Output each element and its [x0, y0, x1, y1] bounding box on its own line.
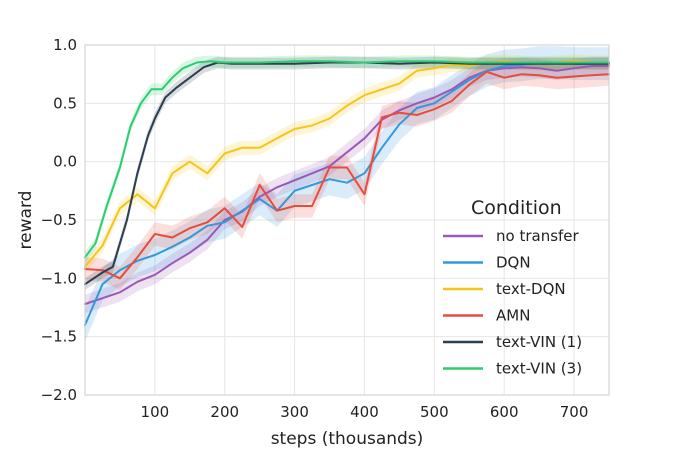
confidence-bands: [85, 46, 609, 342]
series-line: [84, 65, 610, 305]
x-tick-label: 600: [490, 403, 519, 421]
legend: Condition no transfer DQN text-DQN AMN text-…: [443, 197, 582, 378]
x-tick-label: 500: [420, 403, 449, 421]
legend-label: DQN: [496, 254, 531, 272]
y-axis-label: reward: [16, 191, 36, 250]
legend-label: text-VIN (1): [496, 333, 582, 351]
x-tick-label: 100: [141, 403, 170, 421]
legend-label: text-VIN (3): [496, 360, 582, 378]
legend-label: text-DQN: [496, 280, 566, 298]
series-line: [84, 70, 610, 280]
y-tick-label: 0.5: [53, 94, 77, 112]
y-tick-label: 0.0: [53, 153, 77, 171]
y-tick-label: −1.0: [41, 269, 77, 287]
x-tick-label: 300: [280, 403, 309, 421]
y-tick-label: −1.5: [41, 328, 77, 346]
plot-frame: [84, 44, 610, 396]
series-lines: [84, 60, 610, 326]
legend-label: no transfer: [496, 227, 580, 245]
x-tick-label: 700: [560, 403, 589, 421]
x-axis-label: steps (thousands): [271, 429, 424, 449]
legend-title: Condition: [471, 197, 562, 219]
x-tick-label: 200: [210, 403, 239, 421]
series-line: [84, 60, 610, 259]
series-band: [85, 46, 609, 342]
series-band: [85, 60, 609, 291]
y-tick-label: 1.0: [53, 36, 77, 54]
y-tick-label: −2.0: [41, 386, 77, 404]
plot-border: [84, 44, 610, 396]
x-tick-labels: 100 200 300 400 500 600 700: [141, 403, 589, 421]
legend-label: AMN: [496, 307, 530, 325]
series-line: [84, 61, 610, 326]
x-tick-label: 400: [350, 403, 379, 421]
series-band: [85, 56, 609, 314]
series-band: [85, 54, 609, 274]
y-tick-labels: −2.0 −1.5 −1.0 −0.5 0.0 0.5 1.0: [41, 36, 77, 404]
legend-items: no transfer DQN text-DQN AMN text-VIN (1) tex…: [443, 227, 582, 378]
y-tick-label: −0.5: [41, 211, 77, 229]
